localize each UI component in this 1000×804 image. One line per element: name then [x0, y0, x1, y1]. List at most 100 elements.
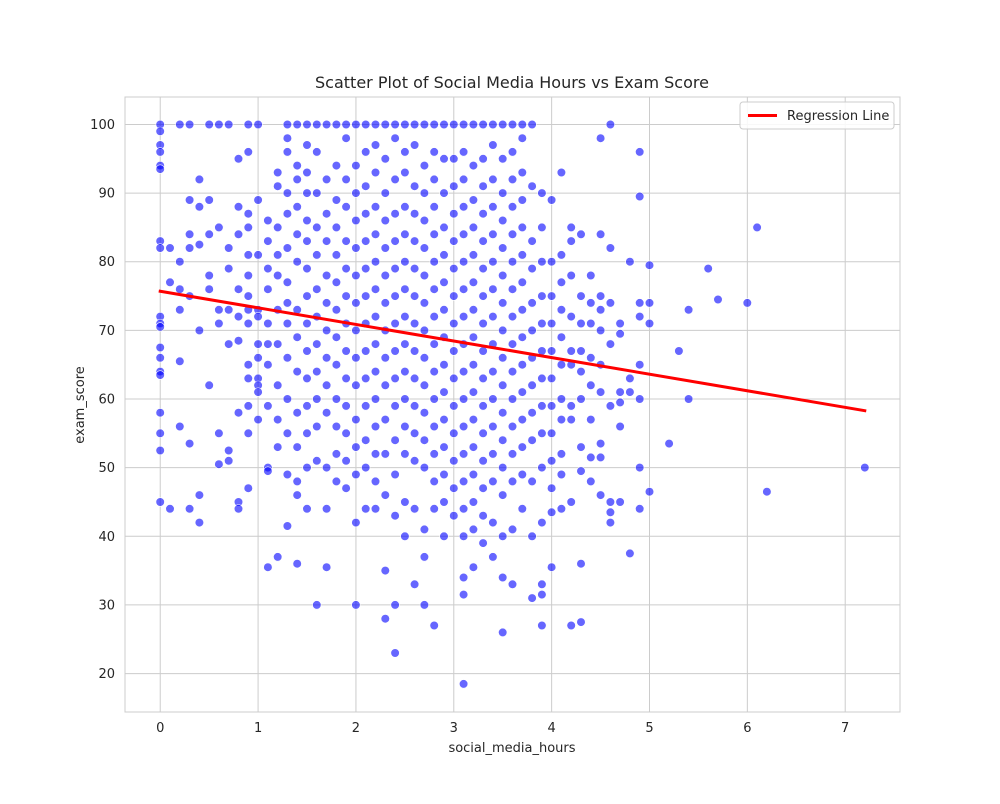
- scatter-point: [635, 360, 645, 370]
- x-tick-label: 0: [156, 721, 164, 736]
- scatter-point: [742, 298, 752, 308]
- scatter-point: [488, 202, 498, 212]
- scatter-point: [517, 415, 527, 425]
- scatter-point: [586, 476, 596, 487]
- scatter-point: [380, 565, 390, 576]
- scatter-point: [468, 332, 479, 342]
- scatter-point: [370, 421, 381, 432]
- scatter-point: [322, 298, 332, 308]
- scatter-point: [459, 147, 469, 157]
- scatter-point: [253, 250, 263, 260]
- scatter-point: [468, 250, 479, 260]
- scatter-point: [175, 284, 185, 294]
- scatter-point: [302, 373, 312, 384]
- scatter-point: [331, 222, 342, 232]
- scatter-point: [419, 188, 430, 198]
- scatter-point: [488, 140, 498, 150]
- scatter-point: [459, 449, 469, 459]
- scatter-point: [380, 415, 390, 425]
- scatter-point: [546, 562, 557, 572]
- scatter-point: [410, 181, 420, 191]
- scatter-point: [449, 511, 459, 521]
- scatter-point: [243, 401, 253, 411]
- scatter-point: [390, 469, 400, 480]
- scatter-point: [556, 360, 567, 370]
- scatter-point: [292, 229, 302, 239]
- scatter-point: [351, 270, 361, 281]
- scatter-point: [370, 140, 381, 150]
- scatter-point: [419, 600, 430, 610]
- scatter-point: [322, 504, 332, 514]
- scatter-point: [635, 394, 645, 404]
- scatter-point: [488, 449, 498, 459]
- scatter-point: [224, 264, 234, 274]
- scatter-point: [233, 408, 244, 418]
- scatter-point: [576, 466, 586, 476]
- scatter-point: [537, 373, 547, 384]
- scatter-point: [282, 469, 293, 480]
- scatter-point: [302, 291, 312, 301]
- scatter-point: [478, 154, 488, 164]
- scatter-point: [419, 353, 430, 363]
- scatter-point: [361, 435, 371, 445]
- scatter-point: [419, 325, 430, 336]
- scatter-point: [419, 408, 430, 418]
- scatter-point: [615, 421, 625, 432]
- x-axis-label: social_media_hours: [448, 741, 575, 756]
- scatter-point: [498, 627, 508, 638]
- scatter-point: [625, 257, 635, 267]
- scatter-point: [419, 215, 430, 226]
- scatter-point: [556, 394, 567, 404]
- y-axis-label: exam_score: [73, 366, 88, 444]
- scatter-point: [390, 236, 400, 246]
- legend-regression-label: Regression Line: [787, 109, 889, 124]
- scatter-point: [556, 250, 567, 260]
- scatter-point: [214, 222, 224, 232]
- scatter-point: [507, 476, 518, 487]
- scatter-point: [498, 380, 508, 390]
- scatter-point: [351, 415, 361, 425]
- scatter-point: [351, 161, 361, 171]
- scatter-point: [390, 648, 400, 658]
- scatter-point: [537, 257, 547, 267]
- scatter-point: [380, 449, 390, 459]
- x-tick-label: 4: [548, 721, 556, 736]
- scatter-point: [527, 435, 537, 445]
- scatter-point: [302, 504, 312, 514]
- scatter-point: [478, 209, 488, 219]
- scatter-point: [449, 119, 459, 130]
- scatter-point: [351, 215, 361, 226]
- scatter-point: [361, 236, 371, 246]
- scatter-point: [556, 305, 567, 315]
- scatter-point: [400, 421, 410, 432]
- scatter-point: [370, 312, 381, 322]
- scatter-point: [762, 487, 772, 497]
- scatter-point: [566, 236, 576, 246]
- scatter-point: [507, 339, 518, 349]
- scatter-point: [429, 174, 439, 184]
- scatter-point: [459, 679, 469, 689]
- scatter-point: [419, 552, 430, 562]
- scatter-point: [586, 353, 596, 363]
- scatter-point: [400, 284, 410, 294]
- scatter-point: [488, 517, 498, 528]
- scatter-point: [282, 147, 293, 157]
- scatter-point: [214, 428, 224, 438]
- scatter-point: [282, 277, 293, 287]
- scatter-point: [253, 387, 263, 397]
- scatter-point: [273, 380, 283, 390]
- scatter-point: [292, 559, 302, 569]
- scatter-point: [459, 421, 469, 432]
- scatter-point: [312, 188, 322, 198]
- scatter-point: [566, 401, 576, 411]
- scatter-point: [341, 401, 351, 411]
- scatter-point: [351, 600, 361, 610]
- scatter-point: [361, 147, 371, 157]
- scatter-point: [370, 367, 381, 377]
- scatter-point: [233, 229, 244, 239]
- scatter-point: [546, 318, 557, 329]
- scatter-point: [302, 264, 312, 274]
- scatter-point: [449, 456, 459, 466]
- scatter-point: [576, 318, 586, 329]
- scatter-point: [449, 291, 459, 301]
